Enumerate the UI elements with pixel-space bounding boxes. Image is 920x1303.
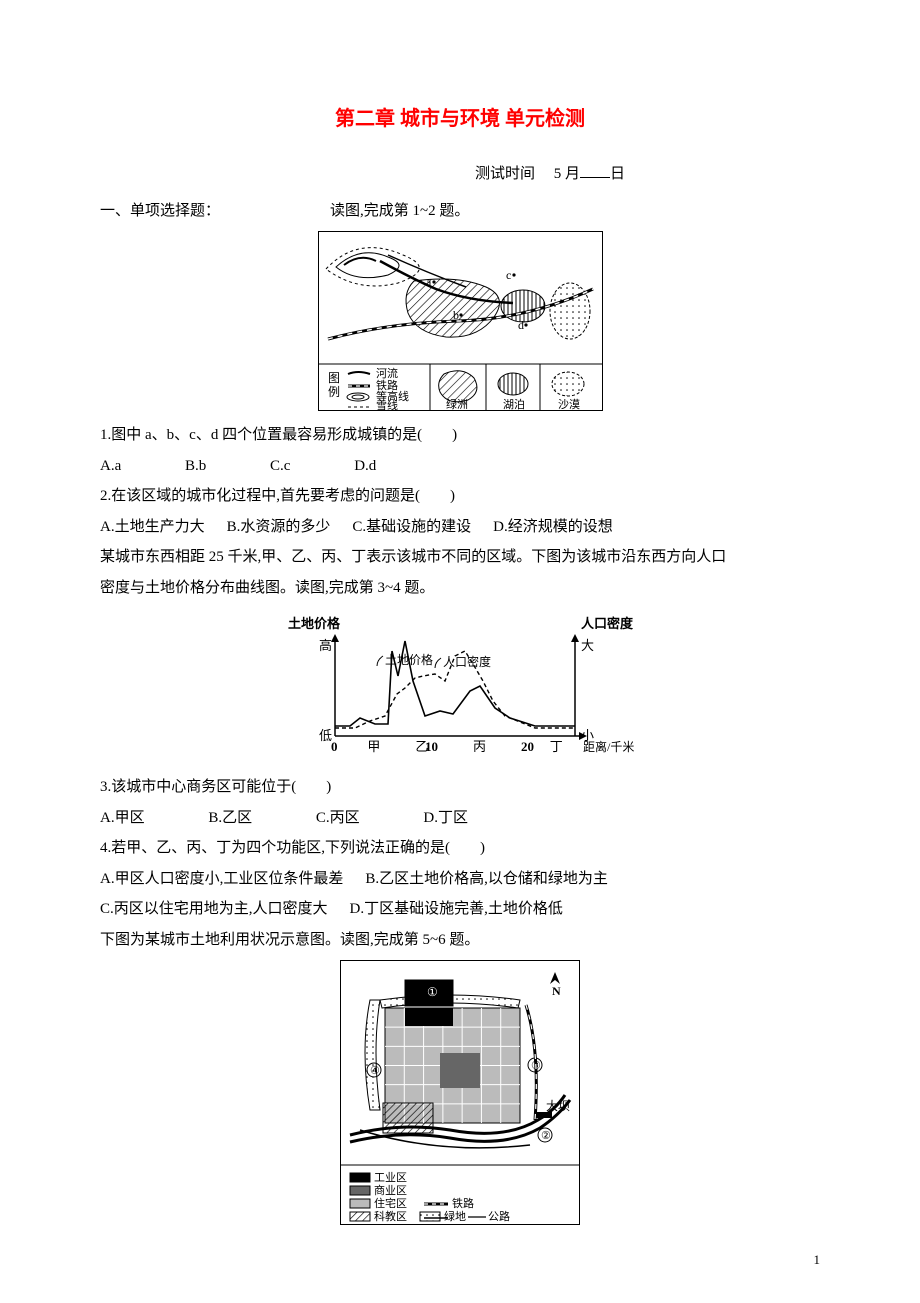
q4-opt-c: C.丙区以住宅用地为主,人口密度大 <box>100 895 328 924</box>
svg-text:例: 例 <box>328 385 340 399</box>
svg-text:乙: 乙 <box>415 739 428 754</box>
svg-text:d: d <box>518 318 524 332</box>
q4-opt-a: A.甲区人口密度小,工业区位条件最差 <box>100 865 343 894</box>
q1-opt-a: A.a <box>100 452 121 481</box>
test-time-line: 测试时间 5 月 日 <box>280 160 820 189</box>
svg-text:工业区: 工业区 <box>374 1171 407 1184</box>
q3-opt-a: A.甲区 <box>100 804 145 833</box>
q2-opt-b: B.水资源的多少 <box>227 513 331 542</box>
svg-text:雪线: 雪线 <box>376 398 398 411</box>
q4-opt-d: D.丁区基础设施完善,土地价格低 <box>350 895 563 924</box>
figure-2-chart: 土地价格高低人口密度大小01020甲乙丙丁距离/千米土地价格人口密度 <box>280 608 640 763</box>
svg-text:高: 高 <box>319 638 332 653</box>
page-number: 1 <box>814 1248 821 1273</box>
q3-opt-d: D.丁区 <box>423 804 468 833</box>
q3-opt-c: C.丙区 <box>316 804 360 833</box>
svg-text:①: ① <box>427 985 438 999</box>
test-time-suffix: 日 <box>610 166 625 182</box>
figure-3-map: N大坝①②③④工业区商业区住宅区科教区绿地铁路公路 <box>340 960 580 1225</box>
q4-options-row2: C.丙区以住宅用地为主,人口密度大 D.丁区基础设施完善,土地价格低 <box>100 895 820 924</box>
figure-1-map: abcd图例河流铁路等高线雪线绿洲湖泊沙漠 <box>318 231 603 411</box>
svg-text:住宅区: 住宅区 <box>374 1196 407 1210</box>
q2-opt-c: C.基础设施的建设 <box>352 513 471 542</box>
svg-text:c: c <box>506 268 511 282</box>
q3-opt-b: B.乙区 <box>208 804 252 833</box>
svg-text:20: 20 <box>521 739 534 754</box>
svg-text:铁路: 铁路 <box>452 1197 474 1210</box>
figure-2-wrap: 土地价格高低人口密度大小01020甲乙丙丁距离/千米土地价格人口密度 <box>100 608 820 763</box>
q3-options: A.甲区 B.乙区 C.丙区 D.丁区 <box>100 804 820 833</box>
svg-text:科教区: 科教区 <box>374 1209 407 1223</box>
q2-opt-d: D.经济规模的设想 <box>493 513 613 542</box>
q2-stem: 2.在该区域的城市化过程中,首先要考虑的问题是( ) <box>100 482 820 511</box>
q1-opt-b: B.b <box>185 452 206 481</box>
q2-options: A.土地生产力大 B.水资源的多少 C.基础设施的建设 D.经济规模的设想 <box>100 513 820 542</box>
svg-text:a: a <box>426 275 432 289</box>
svg-text:丙: 丙 <box>473 739 486 754</box>
q1-opt-d: D.d <box>354 452 376 481</box>
section-label: 一、单项选择题： <box>100 197 220 226</box>
svg-text:距离/千米: 距离/千米 <box>583 739 634 754</box>
q4-stem: 4.若甲、乙、丙、丁为四个功能区,下列说法正确的是( ) <box>100 834 820 863</box>
q5-6-intro: 下图为某城市土地利用状况示意图。读图,完成第 5~6 题。 <box>100 926 820 955</box>
svg-text:丁: 丁 <box>550 739 563 754</box>
svg-text:大: 大 <box>581 638 594 653</box>
svg-text:公路: 公路 <box>488 1210 510 1223</box>
q3-4-intro-line1: 某城市东西相距 25 千米,甲、乙、丙、丁表示该城市不同的区域。下图为该城市沿东… <box>100 543 820 572</box>
q1-options: A.a B.b C.c D.d <box>100 452 820 481</box>
q1-opt-c: C.c <box>270 452 290 481</box>
svg-text:图: 图 <box>328 371 340 385</box>
figure-1-wrap: abcd图例河流铁路等高线雪线绿洲湖泊沙漠 <box>100 231 820 411</box>
svg-text:土地价格: 土地价格 <box>288 616 341 631</box>
svg-text:N: N <box>552 984 561 998</box>
svg-text:绿地: 绿地 <box>444 1209 466 1223</box>
figure-3-wrap: N大坝①②③④工业区商业区住宅区科教区绿地铁路公路 <box>100 960 820 1225</box>
q2-opt-a: A.土地生产力大 <box>100 513 205 542</box>
section-header-row: 一、单项选择题： 读图,完成第 1~2 题。 <box>100 197 820 226</box>
svg-text:甲: 甲 <box>367 739 380 754</box>
test-time-prefix: 测试时间 5 月 <box>475 166 580 182</box>
blank-underscore <box>580 163 610 178</box>
q1-stem: 1.图中 a、b、c、d 四个位置最容易形成城镇的是( ) <box>100 421 820 450</box>
svg-text:商业区: 商业区 <box>374 1183 407 1197</box>
section-instruction: 读图,完成第 1~2 题。 <box>330 197 469 226</box>
q3-stem: 3.该城市中心商务区可能位于( ) <box>100 773 820 802</box>
svg-text:人口密度: 人口密度 <box>581 616 634 631</box>
svg-text:沙漠: 沙漠 <box>558 398 580 411</box>
q4-options-row1: A.甲区人口密度小,工业区位条件最差 B.乙区土地价格高,以仓储和绿地为主 <box>100 865 820 894</box>
svg-text:0: 0 <box>331 739 338 754</box>
svg-text:湖泊: 湖泊 <box>503 398 525 411</box>
page-title: 第二章 城市与环境 单元检测 <box>100 100 820 138</box>
svg-text:④: ④ <box>370 1065 380 1077</box>
q3-4-intro-line2: 密度与土地价格分布曲线图。读图,完成第 3~4 题。 <box>100 574 820 603</box>
svg-text:河流: 河流 <box>376 366 398 380</box>
page-container: 第二章 城市与环境 单元检测 测试时间 5 月 日 一、单项选择题： 读图,完成第… <box>0 0 920 1303</box>
svg-text:大坝: 大坝 <box>546 1099 570 1113</box>
q4-opt-b: B.乙区土地价格高,以仓储和绿地为主 <box>365 865 608 894</box>
svg-text:绿洲: 绿洲 <box>446 397 468 411</box>
svg-text:b: b <box>453 308 459 322</box>
svg-text:②: ② <box>541 1130 551 1142</box>
